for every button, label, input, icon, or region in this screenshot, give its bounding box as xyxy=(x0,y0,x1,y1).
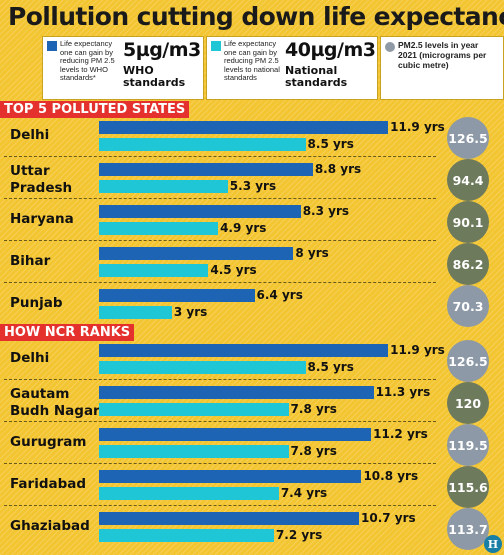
bar-national-gautam-budh-nagar xyxy=(99,403,289,416)
bar-national-faridabad xyxy=(99,487,279,500)
value-national-ghaziabad: 7.2 yrs xyxy=(275,528,323,542)
legend-national-swatch xyxy=(211,41,221,51)
bar-who-punjab xyxy=(99,289,255,302)
pm-circle-punjab: 70.3 xyxy=(447,285,489,327)
legend-national-description: Life expectancy one can gain by reducing… xyxy=(224,39,280,82)
bar-national-gurugram xyxy=(99,445,289,458)
pm-circle-gautam-budh-nagar: 120 xyxy=(447,382,489,424)
value-who-ghaziabad: 10.7 yrs xyxy=(361,511,416,525)
legend-pm: PM2.5 levels in year 2021 (micrograms pe… xyxy=(380,36,504,100)
bar-who-faridabad xyxy=(99,470,362,483)
row-divider xyxy=(4,156,436,157)
bar-national-uttar-pradesh xyxy=(99,180,228,193)
value-who-uttar-pradesh: 8.8 yrs xyxy=(314,162,362,176)
legend-who-standard: WHO standards xyxy=(123,64,186,89)
value-national-faridabad: 7.4 yrs xyxy=(280,486,328,500)
legend-national-standard: National standards xyxy=(285,64,348,89)
value-national-bihar: 4.5 yrs xyxy=(210,263,257,277)
pm-circle-bihar: 86.2 xyxy=(447,243,489,285)
value-who-punjab: 6.4 yrs xyxy=(256,288,303,302)
bar-who-gautam-budh-nagar xyxy=(99,386,374,399)
legend-national-value: 40µg/m3 xyxy=(285,39,376,61)
legend-who-value: 5µg/m3 xyxy=(123,39,201,61)
ht-logo: H xyxy=(484,535,502,553)
bar-who-bihar xyxy=(99,247,294,260)
row-label-punjab: Punjab xyxy=(10,295,63,311)
bar-national-bihar xyxy=(99,264,209,277)
bar-who-ghaziabad xyxy=(99,512,359,525)
row-label-faridabad: Faridabad xyxy=(10,476,87,492)
row-label-haryana: Haryana xyxy=(10,211,74,227)
value-national-haryana: 4.9 yrs xyxy=(220,221,267,235)
legend-who-description: Life expectancy one can gain by reducing… xyxy=(60,39,115,82)
bar-national-haryana xyxy=(99,222,219,235)
bar-who-delhi xyxy=(99,344,389,357)
value-who-gurugram: 11.2 yrs xyxy=(373,427,428,441)
row-label-delhi: Delhi xyxy=(10,350,50,366)
value-who-bihar: 8 yrs xyxy=(295,246,329,260)
value-national-gurugram: 7.8 yrs xyxy=(290,444,337,458)
row-label-uttar-pradesh: Uttar Pradesh xyxy=(10,163,73,196)
bar-national-ghaziabad xyxy=(99,529,274,542)
pm-circle-delhi: 126.5 xyxy=(447,340,489,382)
row-label-gautam-budh-nagar: Gautam Budh Nagar xyxy=(10,386,100,419)
value-who-haryana: 8.3 yrs xyxy=(302,204,350,218)
value-national-delhi: 8.5 yrs xyxy=(307,137,354,151)
row-label-gurugram: Gurugram xyxy=(10,434,87,450)
row-label-ghaziabad: Ghaziabad xyxy=(10,518,90,534)
value-national-uttar-pradesh: 5.3 yrs xyxy=(229,179,277,193)
row-divider xyxy=(4,421,436,422)
value-national-gautam-budh-nagar: 7.8 yrs xyxy=(290,402,337,416)
value-who-gautam-budh-nagar: 11.3 yrs xyxy=(375,385,431,399)
pm-circle-uttar-pradesh: 94.4 xyxy=(447,159,489,201)
value-who-delhi: 11.9 yrs xyxy=(390,120,445,134)
pm-circle-delhi: 126.5 xyxy=(447,117,489,159)
chart-title: Pollution cutting down life expectancy xyxy=(8,2,504,31)
legend-who: Life expectancy one can gain by reducing… xyxy=(42,36,204,100)
bar-who-delhi xyxy=(99,121,389,134)
section-label-states: TOP 5 POLLUTED STATES xyxy=(0,101,190,118)
value-national-delhi: 8.5 yrs xyxy=(307,360,354,374)
legend-national: Life expectancy one can gain by reducing… xyxy=(206,36,378,100)
bar-who-uttar-pradesh xyxy=(99,163,313,176)
row-label-bihar: Bihar xyxy=(10,253,51,269)
row-divider xyxy=(4,240,436,241)
bar-national-delhi xyxy=(99,138,306,151)
row-divider xyxy=(4,463,436,464)
legend-pm-description: PM2.5 levels in year 2021 (micrograms pe… xyxy=(398,40,487,70)
row-divider xyxy=(4,198,436,199)
value-national-punjab: 3 yrs xyxy=(173,305,208,319)
row-label-delhi: Delhi xyxy=(10,127,50,143)
bar-national-punjab xyxy=(99,306,172,319)
bar-who-haryana xyxy=(99,205,301,218)
legend-who-swatch xyxy=(47,41,57,51)
section-label-ncr: HOW NCR RANKS xyxy=(0,324,135,341)
legend-pm-swatch xyxy=(385,42,395,52)
pm-circle-haryana: 90.1 xyxy=(447,201,489,243)
row-divider xyxy=(4,505,436,506)
pm-circle-gurugram: 119.5 xyxy=(447,424,489,466)
bar-national-delhi xyxy=(99,361,306,374)
row-divider xyxy=(4,282,436,283)
row-divider xyxy=(4,379,436,380)
pm-circle-faridabad: 115.6 xyxy=(447,466,489,508)
value-who-faridabad: 10.8 yrs xyxy=(363,469,419,483)
value-who-delhi: 11.9 yrs xyxy=(390,343,445,357)
pm-circle-ghaziabad: 113.7 xyxy=(447,508,489,550)
bar-who-gurugram xyxy=(99,428,372,441)
